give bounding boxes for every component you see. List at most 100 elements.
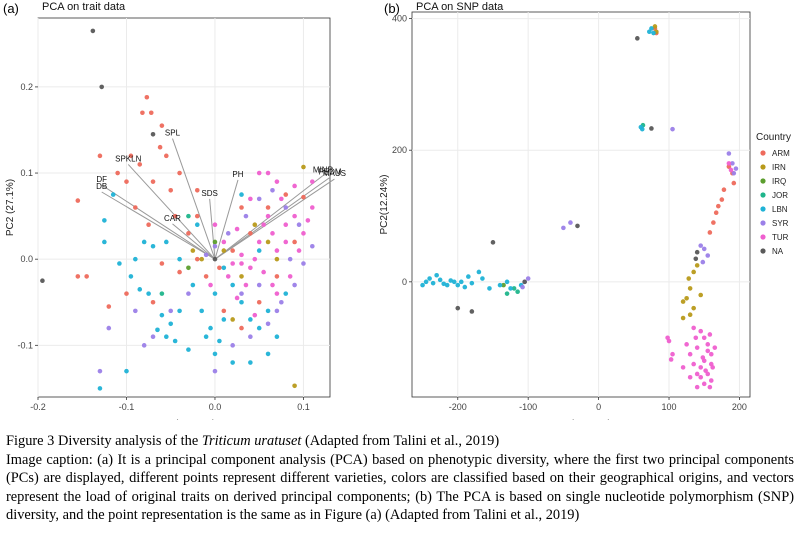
panel-a-point-arm xyxy=(75,198,81,203)
panel-b-point-syr xyxy=(726,151,732,156)
panel-a-point-lbn xyxy=(239,192,244,197)
panel-a-point-arm xyxy=(128,153,134,159)
panel-a-point-irq xyxy=(212,239,218,245)
legend-swatch-irq xyxy=(760,178,766,184)
panel-a-point-lbn xyxy=(265,308,271,314)
panel-b-point-tur xyxy=(687,374,693,380)
panel-b-point-tur xyxy=(708,378,714,383)
panel-a-point-tur xyxy=(287,274,293,279)
panel-a-point-tur xyxy=(252,256,258,262)
caption-title-pre: Figure 3 Diversity analysis of the xyxy=(6,433,202,449)
panel-a-point-lbn xyxy=(110,192,116,197)
legend-swatch-irn xyxy=(760,164,766,170)
panel-b-point-lbn xyxy=(455,282,461,288)
panel-a-loading-label-df: DF xyxy=(96,175,107,184)
caption-title-italic: Triticum uratuset xyxy=(201,433,302,449)
panel-a-point-arm xyxy=(124,179,129,184)
panel-b-point-lbn xyxy=(469,280,475,286)
panel-a-point-arm xyxy=(133,205,138,210)
panel-b-point-na xyxy=(522,279,527,285)
panel-b-point-na xyxy=(455,305,461,311)
panel-b-point-lbn xyxy=(480,276,485,281)
panel-a-point-lbn xyxy=(190,282,196,288)
panel-b-point-na xyxy=(575,223,580,229)
panel-a-point-tur xyxy=(279,196,284,202)
panel-b-point-lbn xyxy=(504,279,510,285)
panel-a-point-tur xyxy=(225,274,231,279)
panel-a-x-tick-label: -0.1 xyxy=(119,402,135,412)
panel-b-point-jor xyxy=(515,289,520,295)
panel-b-point-arm xyxy=(719,197,725,202)
caption-body: Image caption: (a) It is a principal com… xyxy=(6,451,794,524)
panel-b-point-arm xyxy=(721,187,727,192)
caption-title: Figure 3 Diversity analysis of the Triti… xyxy=(6,432,794,451)
panel-b-point-irn xyxy=(687,312,693,318)
panel-a-loading-spkln xyxy=(127,164,216,260)
panel-a-point-arm xyxy=(239,325,244,331)
legend-label-tur: TUR xyxy=(772,233,789,242)
panel-a-point-syr xyxy=(287,256,293,262)
panel-a-point-irn xyxy=(252,222,258,228)
panel-a-point-tur xyxy=(305,218,311,223)
panel-b-point-irn xyxy=(684,295,689,301)
panel-b-point-irn xyxy=(680,315,686,321)
panel-b-point-syr xyxy=(733,166,739,171)
panel-a-point-syr xyxy=(203,252,209,258)
panel-b-point-syr xyxy=(568,220,573,225)
panel-a-point-lbn xyxy=(164,239,169,245)
panel-a-point-arm xyxy=(159,261,165,266)
panel-a-point-lbn xyxy=(212,351,218,357)
panel-a-point-tur xyxy=(270,231,275,236)
panel-a-point-lbn xyxy=(102,239,107,245)
panel-b-point-tur xyxy=(705,371,711,377)
panel-a-point-lbn xyxy=(186,347,191,352)
panel-b-point-lbn xyxy=(427,276,432,281)
panel-b-point-lbn xyxy=(638,124,644,130)
panel-a-y-axis-label: PC2 (27.1%) xyxy=(5,179,16,236)
panel-a-point-lbn xyxy=(217,338,222,344)
panel-b-y-tick-label: 400 xyxy=(392,14,407,24)
panel-a-point-syr xyxy=(296,222,302,228)
panel-a-point-arm xyxy=(292,239,297,245)
panel-a-point-arm xyxy=(194,187,200,193)
panel-a-loading-maus xyxy=(214,178,335,260)
panel-a-point-irq xyxy=(186,265,191,271)
panel-b-point-lbn xyxy=(647,29,652,35)
panel-a-point-tur xyxy=(221,239,227,245)
panel-a-point-na xyxy=(212,256,218,262)
panel-a-point-lbn xyxy=(133,256,138,262)
panel-b-point-tur xyxy=(705,342,711,347)
panel-a-point-lbn xyxy=(265,351,271,357)
panel-a-point-lbn xyxy=(159,312,165,318)
panel-a-point-tur xyxy=(256,239,262,245)
panel-a-loading-df xyxy=(101,184,216,260)
panel-a-point-arm xyxy=(186,231,191,236)
panel-b-point-lbn xyxy=(476,269,482,275)
panel-a-point-arm xyxy=(140,110,145,116)
panel-b-point-tur xyxy=(670,351,675,357)
panel-a-point-tur xyxy=(248,196,253,202)
panel-b-point-arm xyxy=(711,220,716,225)
panel-a-point-lbn xyxy=(150,243,156,249)
panel-a-point-na xyxy=(99,84,105,90)
panel-a-point-tur xyxy=(256,170,262,176)
legend-swatch-na xyxy=(760,248,766,254)
panel-a-point-arm xyxy=(203,274,209,279)
panel-a-point-tur xyxy=(292,183,297,189)
panel-b-point-arm xyxy=(731,180,737,186)
panel-b-title: PCA on SNP data xyxy=(416,1,504,13)
panel-a-panel-tag: (a) xyxy=(3,1,19,16)
panel-a-loading-car xyxy=(172,223,216,260)
panel-b-point-irn xyxy=(686,276,692,281)
panel-b-point-na xyxy=(635,36,640,41)
panel-a-loading-label-ph: PH xyxy=(232,170,243,179)
panel-a-point-syr xyxy=(256,282,262,288)
panel-b-point-tur xyxy=(694,384,700,390)
panel-a-point-lbn xyxy=(97,386,103,391)
panel-a-point-syr xyxy=(279,299,284,305)
panel-b-point-lbn xyxy=(508,286,513,291)
panel-b-point-tur xyxy=(691,361,696,367)
panel-b-panel-tag: (b) xyxy=(384,1,400,16)
panel-b-point-tur xyxy=(707,332,713,337)
panel-b-point-lbn xyxy=(448,278,454,283)
